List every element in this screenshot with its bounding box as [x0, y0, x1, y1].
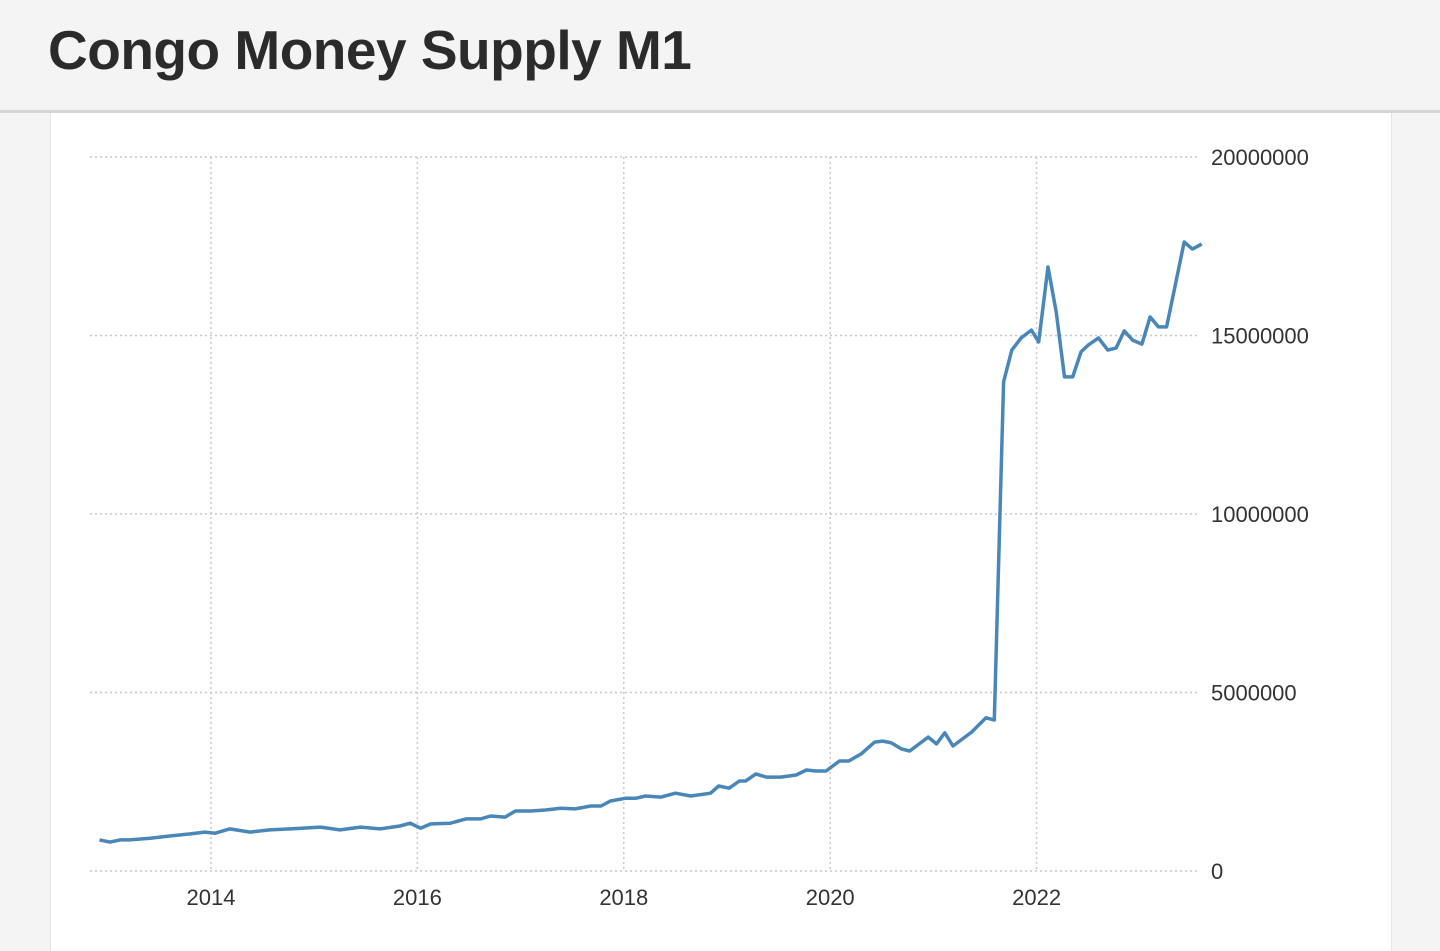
x-tick-label: 2022	[1012, 885, 1061, 910]
chart-panel	[50, 113, 1392, 951]
x-tick-label: 2020	[806, 885, 855, 910]
header: Congo Money Supply M1	[0, 0, 1440, 113]
x-tick-label: 2016	[393, 885, 442, 910]
y-tick-label: 10000000	[1211, 502, 1309, 527]
x-tick-label: 2014	[187, 885, 236, 910]
y-tick-label: 5000000	[1211, 681, 1297, 706]
y-tick-label: 20000000	[1211, 145, 1309, 170]
y-tick-label: 15000000	[1211, 324, 1309, 349]
y-tick-label: 0	[1211, 859, 1223, 884]
series-line-money-supply-m1	[99, 240, 1203, 844]
x-tick-label: 2018	[599, 885, 648, 910]
page-title: Congo Money Supply M1	[48, 19, 692, 81]
